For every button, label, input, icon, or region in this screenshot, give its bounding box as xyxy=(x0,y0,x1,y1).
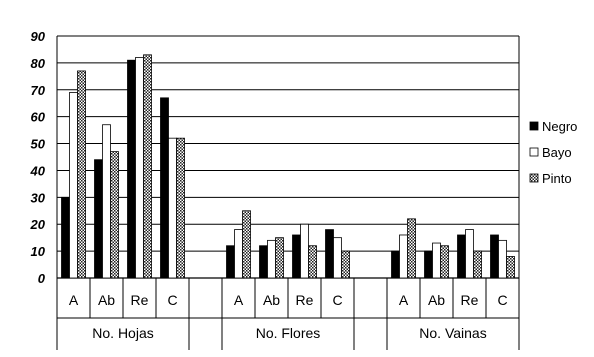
bar-negro xyxy=(457,234,466,279)
bar-negro xyxy=(292,234,301,279)
x-tick-label: Re xyxy=(461,292,479,308)
bar-bayo xyxy=(432,242,441,279)
y-tick-label: 60 xyxy=(31,110,46,125)
bar-bayo xyxy=(69,92,78,279)
group-label: No. Vainas xyxy=(419,325,486,341)
x-tick-label: A xyxy=(399,292,409,308)
y-tick-label: 20 xyxy=(30,217,46,232)
bar-pinto xyxy=(242,210,251,279)
legend-label: Bayo xyxy=(542,145,572,160)
bar-pinto xyxy=(341,250,350,279)
legend-swatch-bayo xyxy=(529,147,539,157)
x-tick-label: Ab xyxy=(263,292,280,308)
bar-bayo xyxy=(234,229,243,279)
bar-negro xyxy=(94,159,103,279)
y-tick-label: 30 xyxy=(31,190,46,205)
y-tick-label: 80 xyxy=(31,56,46,71)
bar-negro xyxy=(259,245,268,279)
bar-pinto xyxy=(275,237,284,279)
bar-negro xyxy=(325,229,334,279)
bars xyxy=(61,54,515,279)
x-tick-label: C xyxy=(167,292,177,308)
bar-bayo xyxy=(267,239,276,279)
bar-negro xyxy=(61,196,70,279)
legend-label: Pinto xyxy=(542,171,572,186)
bar-negro xyxy=(160,97,169,279)
x-tick-label: A xyxy=(234,292,244,308)
bar-negro xyxy=(127,59,136,279)
x-tick-label: A xyxy=(69,292,79,308)
x-tick-label: Re xyxy=(131,292,149,308)
bar-pinto xyxy=(110,151,119,279)
legend-swatch-pinto xyxy=(529,173,539,183)
group-label: No. Hojas xyxy=(92,325,153,341)
bar-pinto xyxy=(143,54,152,279)
bar-bayo xyxy=(498,239,507,279)
y-tick-label: 0 xyxy=(38,271,46,286)
y-tick-label: 90 xyxy=(31,29,46,44)
bar-bayo xyxy=(135,57,144,279)
bar-negro xyxy=(391,250,400,279)
legend: Negro Bayo Pinto xyxy=(529,119,577,186)
x-tick-label: Ab xyxy=(428,292,445,308)
bar-pinto xyxy=(440,245,449,279)
bar-pinto xyxy=(176,137,185,279)
bar-pinto xyxy=(506,256,515,279)
gridlines xyxy=(57,35,519,252)
bar-bayo xyxy=(465,229,474,279)
bar-pinto xyxy=(308,245,317,279)
bar-bayo xyxy=(399,234,408,279)
y-tick-label: 70 xyxy=(31,83,46,98)
bar-negro xyxy=(490,234,499,279)
bar-bayo xyxy=(300,223,309,279)
bar-pinto xyxy=(473,250,482,279)
x-tick-label: C xyxy=(497,292,507,308)
bar-pinto xyxy=(407,218,416,279)
y-tick-label: 10 xyxy=(31,244,46,259)
bar-pinto xyxy=(77,70,86,279)
x-tick-label: C xyxy=(332,292,342,308)
legend-label: Negro xyxy=(542,119,577,134)
x-tick-label: Ab xyxy=(98,292,115,308)
axis-labels: 0 10 20 30 40 50 60 70 80 90 A Ab Re C A Ab Re C A Ab Re C No.… xyxy=(30,29,508,341)
legend-swatch-negro xyxy=(529,121,539,131)
bar-negro xyxy=(424,250,433,279)
bar-bayo xyxy=(102,124,111,279)
bar-negro xyxy=(226,245,235,279)
bar-bayo xyxy=(333,237,342,279)
x-tick-label: Re xyxy=(296,292,314,308)
axes xyxy=(56,36,520,350)
y-tick-label: 50 xyxy=(31,137,46,152)
bar-bayo xyxy=(168,137,177,279)
y-tick-label: 40 xyxy=(30,163,46,178)
group-label: No. Flores xyxy=(256,325,321,341)
